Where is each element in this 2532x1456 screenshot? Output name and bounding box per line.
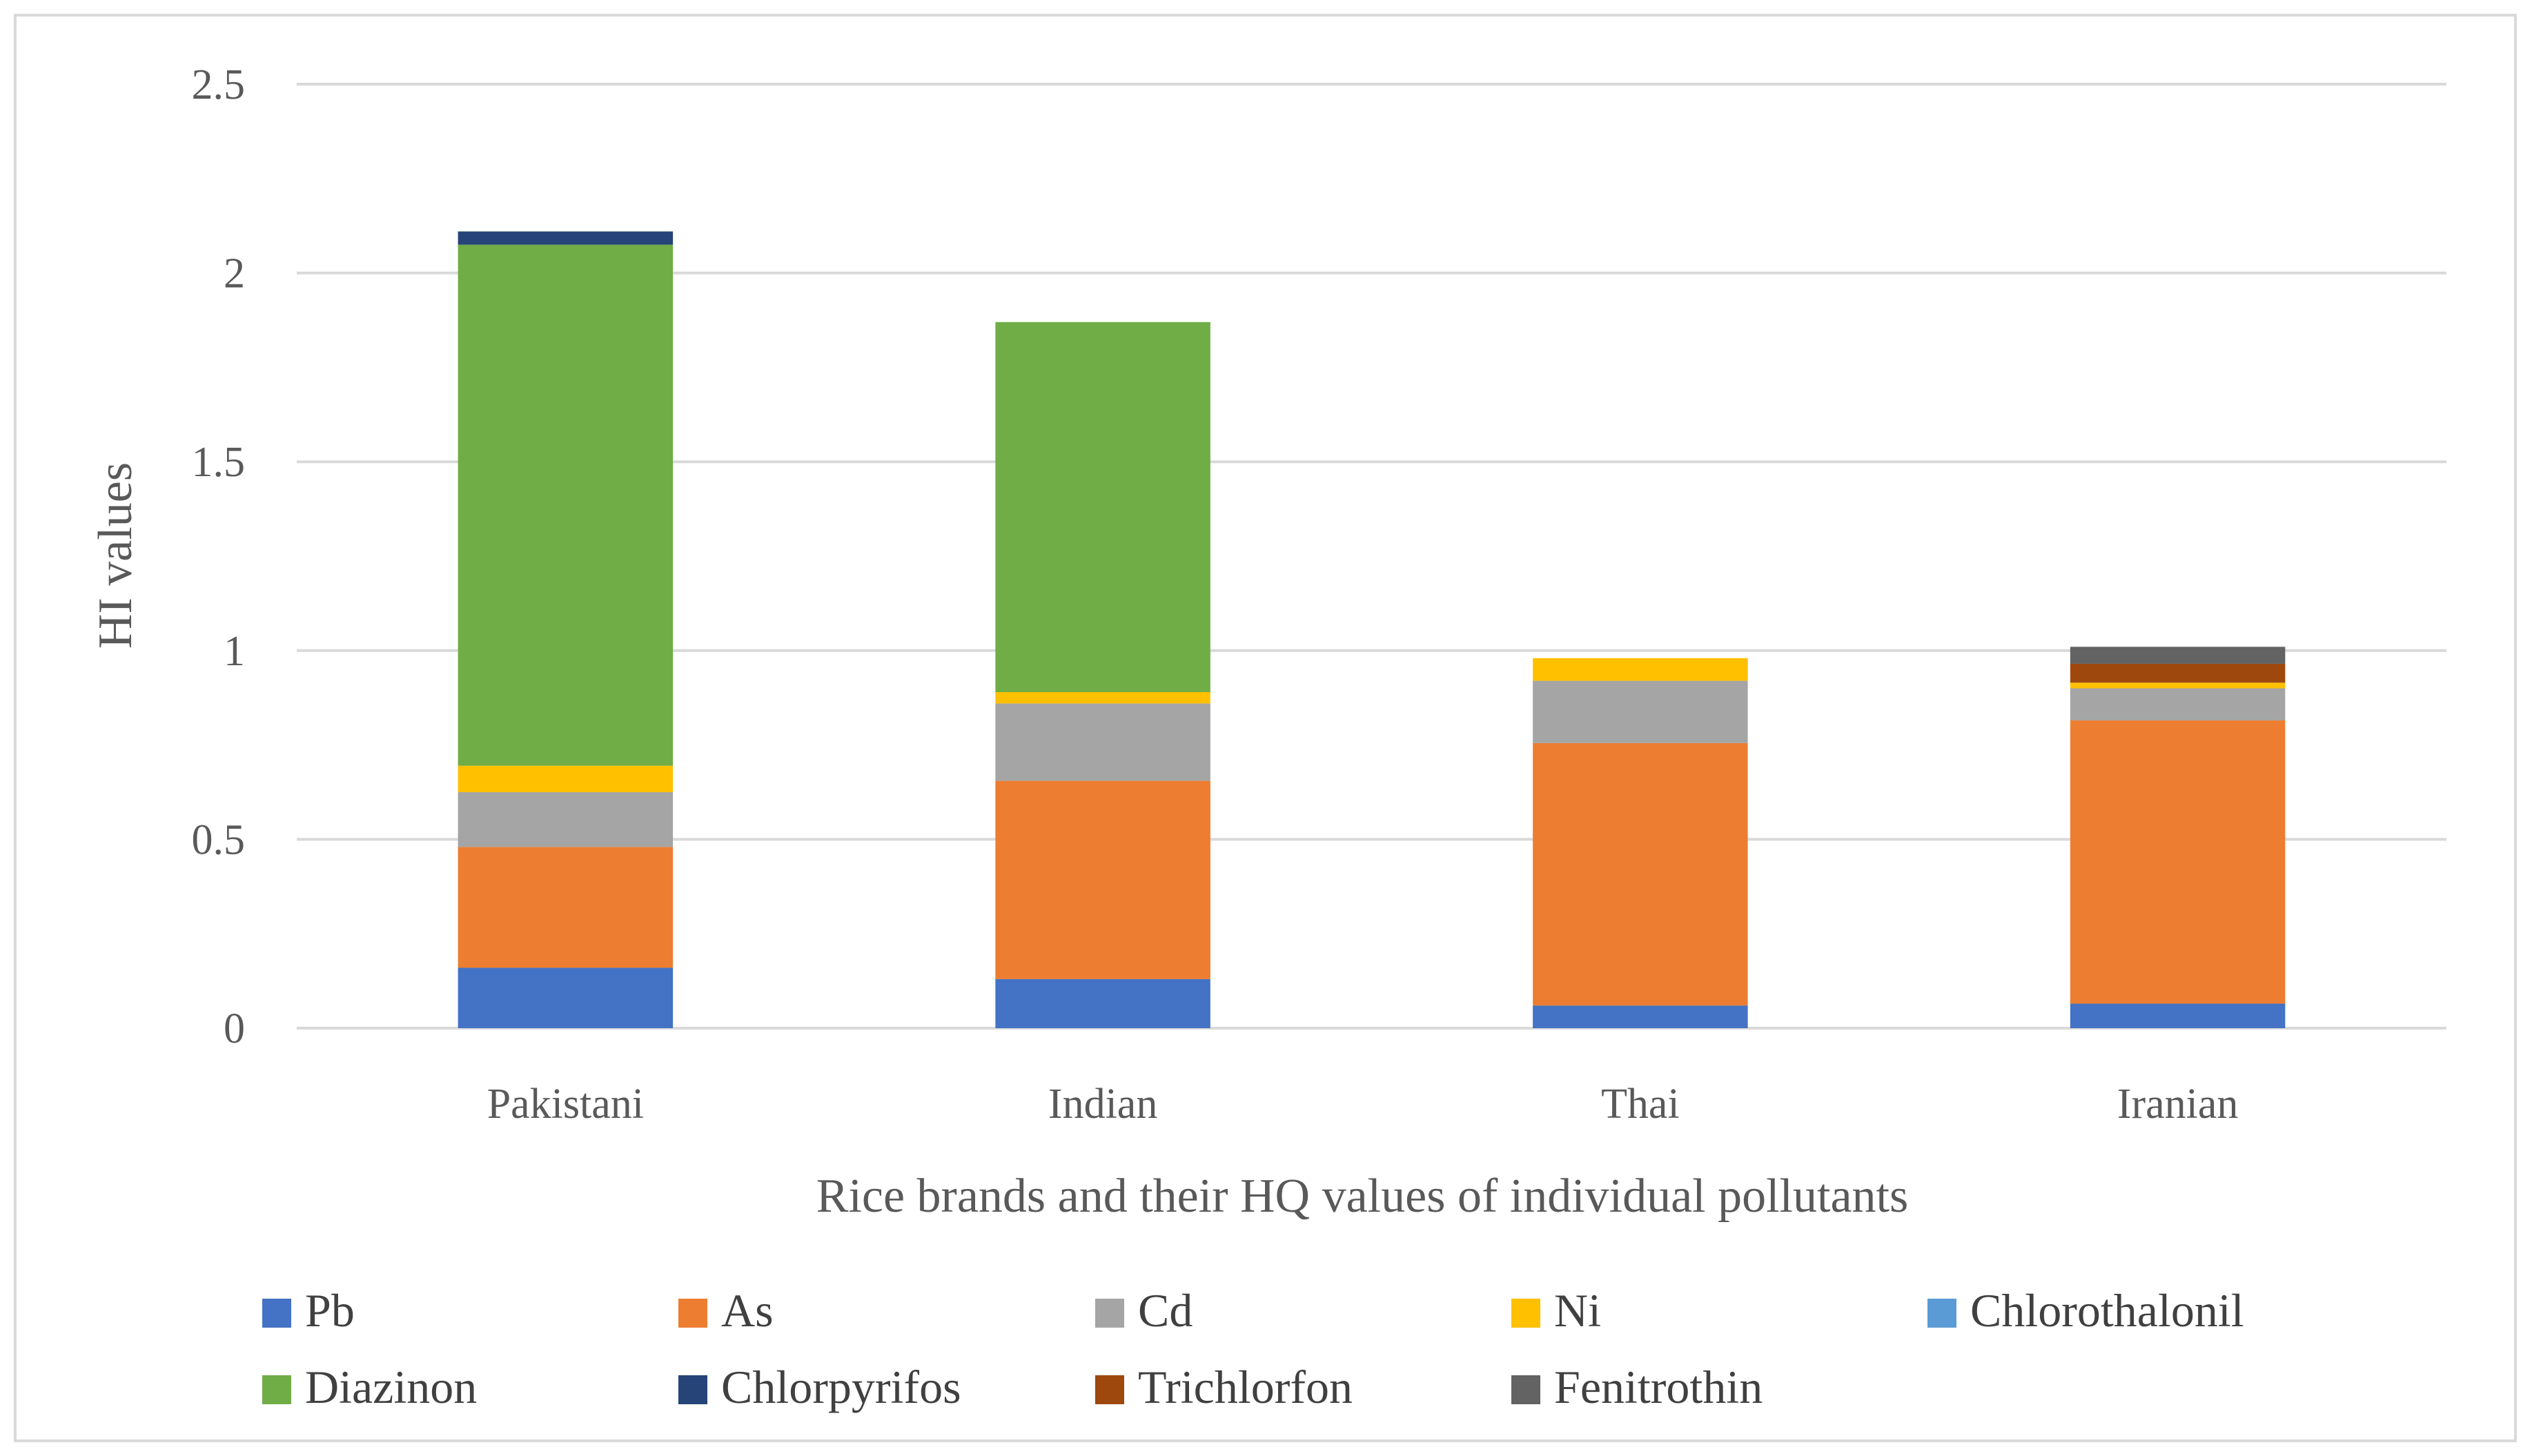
chart-border <box>14 14 2517 1442</box>
legend-swatch-trichlorfon <box>1095 1375 1124 1404</box>
bar-segment-ni-iranian <box>2070 682 2286 689</box>
legend-swatch-cd <box>1095 1299 1124 1328</box>
legend: Pb As Cd Ni Chlorothalonil Diazinon Chlorpyrif… <box>262 1284 2244 1413</box>
bar-segment-ni-indian <box>995 691 1210 704</box>
y-axis-ticks: 0 0.5 1 1.5 2 2.5 <box>192 61 246 1052</box>
legend-label-cd: Cd <box>1138 1284 1193 1337</box>
bar-segment-ni-thai <box>1533 658 1748 681</box>
bars <box>458 231 2286 1028</box>
bar-segment-diazinon-indian <box>995 322 1210 692</box>
bar-segment-as-pakistani <box>458 847 674 968</box>
bar-segment-cd-thai <box>1533 680 1748 743</box>
legend-swatch-pb <box>262 1299 291 1328</box>
legend-label-diazinon: Diazinon <box>305 1361 477 1413</box>
legend-label-trichlorfon: Trichlorfon <box>1138 1361 1353 1413</box>
x-axis-title: Rice brands and their HQ values of indiv… <box>816 1170 1908 1223</box>
y-tick-label: 0 <box>224 1005 245 1052</box>
y-tick-label: 2.5 <box>192 61 246 108</box>
legend-swatch-chlorothalonil <box>1927 1299 1956 1328</box>
legend-swatch-diazinon <box>262 1375 291 1404</box>
legend-label-as: As <box>721 1284 774 1337</box>
bar-segment-pb-iranian <box>2070 1003 2286 1028</box>
legend-swatch-chlorpyrifos <box>678 1375 707 1404</box>
bar-segment-as-indian <box>995 780 1210 979</box>
bar-segment-pb-indian <box>995 978 1210 1028</box>
legend-label-fenitrothin: Fenitrothin <box>1554 1361 1763 1413</box>
x-tick-label: Iranian <box>2117 1081 2239 1128</box>
bar-segment-pb-pakistani <box>458 967 674 1028</box>
legend-label-chlorpyrifos: Chlorpyrifos <box>721 1361 961 1413</box>
bar-segment-cd-iranian <box>2070 688 2286 721</box>
legend-label-chlorothalonil: Chlorothalonil <box>1970 1284 2244 1337</box>
bar-segment-diazinon-pakistani <box>458 244 674 766</box>
bar-segment-as-iranian <box>2070 720 2286 1004</box>
legend-swatch-ni <box>1511 1299 1540 1328</box>
legend-label-pb: Pb <box>305 1284 355 1337</box>
legend-swatch-fenitrothin <box>1511 1375 1540 1404</box>
y-tick-label: 2 <box>224 250 245 297</box>
bar-segment-cd-indian <box>995 703 1210 781</box>
x-tick-label: Thai <box>1601 1081 1680 1128</box>
bar-segment-ni-pakistani <box>458 765 674 792</box>
legend-label-ni: Ni <box>1554 1284 1601 1337</box>
bar-segment-trichlorfon-iranian <box>2070 663 2286 683</box>
y-tick-label: 1 <box>224 628 245 675</box>
x-tick-label: Indian <box>1048 1081 1157 1128</box>
x-tick-label: Pakistani <box>487 1081 644 1128</box>
bar-segment-cd-pakistani <box>458 792 674 847</box>
y-axis-title: HI values <box>89 462 142 649</box>
x-axis-ticks: Pakistani Indian Thai Iranian <box>487 1081 2239 1128</box>
y-tick-label: 1.5 <box>192 439 246 486</box>
bar-segment-as-thai <box>1533 742 1748 1006</box>
bar-segment-chlorpyrifos-pakistani <box>458 231 674 245</box>
legend-swatch-as <box>678 1299 707 1328</box>
bar-segment-pb-thai <box>1533 1005 1748 1028</box>
bar-segment-fenitrothin-iranian <box>2070 647 2286 664</box>
y-tick-label: 0.5 <box>192 816 246 863</box>
